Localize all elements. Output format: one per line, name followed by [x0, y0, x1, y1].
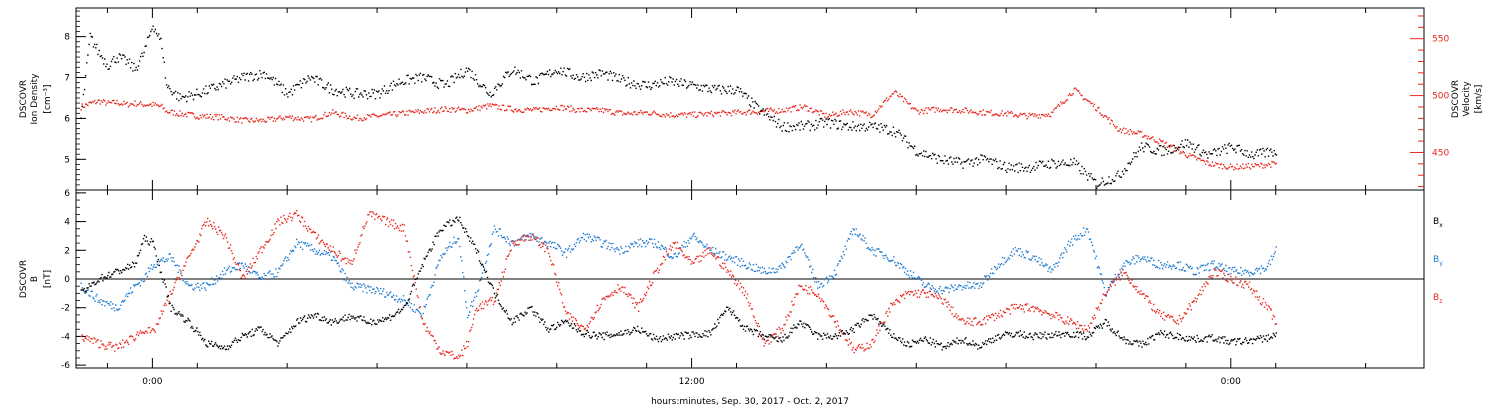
density-tick-label: 5	[64, 155, 70, 165]
velocity-axis-label-units: [km/s]	[1474, 85, 1484, 114]
legend-entry-bx: Bx	[1433, 217, 1443, 229]
legend-bx-label: B	[1433, 217, 1439, 227]
field-tick-label: -4	[61, 332, 70, 342]
series-bz-dots	[80, 210, 1277, 360]
density-tick-label: 6	[64, 114, 70, 124]
field-tick-label: -2	[61, 304, 70, 314]
legend-bx-subscript: x	[1439, 222, 1443, 229]
magnetic-field-panel: -6 -4 -2 0 2 4 6 DSCOVR B [nT] Bx By Bz	[19, 189, 1443, 371]
legend-by-label: B	[1433, 255, 1439, 265]
field-axis-label-units: [nT]	[43, 270, 53, 288]
field-tick-label: 4	[64, 218, 70, 228]
density-tick-label: 8	[64, 33, 70, 43]
velocity-tick-label: 550	[1432, 35, 1449, 45]
time-tick-label: 0:00	[1221, 377, 1241, 387]
time-axis: 0:00 12:00 0:00	[106, 8, 1367, 387]
field-tick-label: 0	[64, 275, 70, 285]
density-axis: 5 6 7 8	[64, 10, 86, 191]
time-tick-label: 12:00	[679, 377, 705, 387]
field-axis-label-line2: B	[30, 276, 40, 282]
series-by	[80, 225, 1277, 319]
density-axis-label-units: [cm⁻³]	[43, 84, 53, 113]
series-density-dots	[80, 25, 1278, 189]
density-axis-label-line1: DSCOVR	[19, 80, 29, 118]
legend-bz-label: B	[1433, 293, 1439, 303]
velocity-axis: 450 500 550	[1410, 15, 1449, 188]
legend-entry-by: By	[1433, 255, 1443, 267]
legend-bz-subscript: z	[1439, 298, 1442, 305]
series-bz	[80, 210, 1277, 360]
velocity-tick-label: 500	[1432, 92, 1449, 102]
field-tick-label: -6	[61, 361, 70, 371]
velocity-tick-label: 450	[1432, 148, 1449, 158]
legend-entry-bz: Bz	[1433, 293, 1442, 305]
series-by-dots	[80, 225, 1277, 319]
series-density	[80, 25, 1278, 189]
field-tick-label: 2	[64, 246, 70, 256]
time-axis-label: hours:minutes, Sep. 30, 2017 - Oct. 2, 2…	[651, 397, 849, 407]
density-tick-label: 7	[64, 74, 70, 84]
series-bx-dots	[80, 216, 1277, 351]
field-axis-label-line1: DSCOVR	[19, 260, 29, 298]
series-velocity-dots	[80, 87, 1278, 171]
legend: Bx By Bz	[1433, 217, 1443, 305]
field-axis: -6 -4 -2 0 2 4 6	[61, 189, 86, 371]
velocity-axis-label-line2: Velocity	[1462, 81, 1472, 117]
time-tick-label: 0:00	[142, 377, 162, 387]
series-bx	[80, 216, 1277, 351]
field-tick-label: 6	[64, 189, 70, 199]
field-series	[80, 210, 1277, 360]
velocity-axis-label-line1: DSCOVR	[1451, 80, 1461, 118]
density-axis-label-line2: Ion Density	[30, 73, 40, 125]
series-velocity	[80, 87, 1278, 171]
legend-by-subscript: y	[1439, 260, 1443, 267]
plasma-series	[80, 25, 1278, 189]
